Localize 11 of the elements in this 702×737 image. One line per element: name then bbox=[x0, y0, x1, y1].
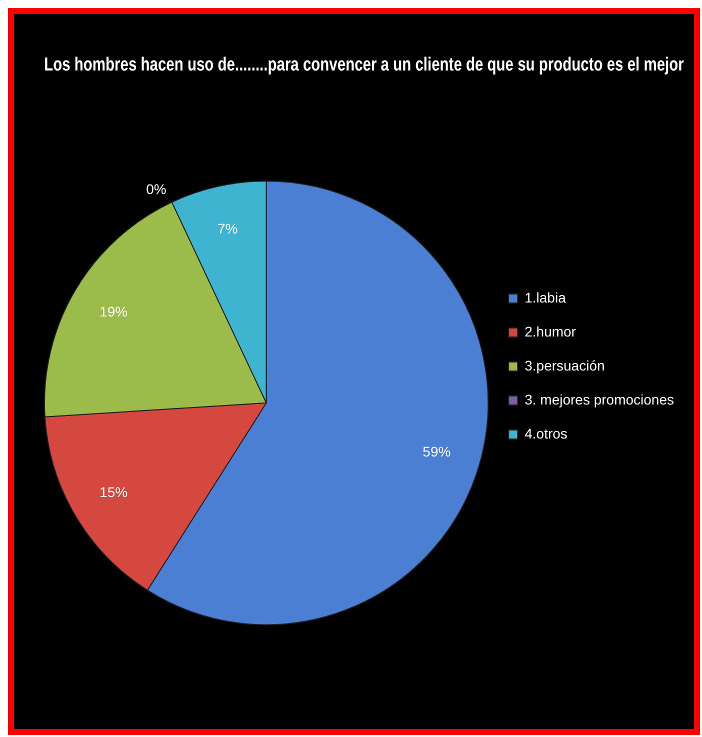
legend-label: 3. mejores promociones bbox=[524, 391, 674, 408]
chart-title: Los hombres hacen uso de........para convencer a un cliente de que su producto es el mejor bbox=[44, 54, 684, 76]
text: 0% bbox=[146, 181, 166, 198]
legend-label: 2.humor bbox=[524, 323, 576, 340]
data-label: 19% bbox=[100, 303, 128, 320]
legend-label: 1.labia bbox=[524, 289, 566, 306]
legend-label: 4.otros bbox=[524, 425, 568, 442]
data-label: 15% bbox=[100, 484, 128, 500]
data-label: 7% bbox=[217, 220, 238, 237]
legend-label: 3.persuación bbox=[524, 357, 605, 374]
data-label: 59% bbox=[422, 443, 451, 460]
